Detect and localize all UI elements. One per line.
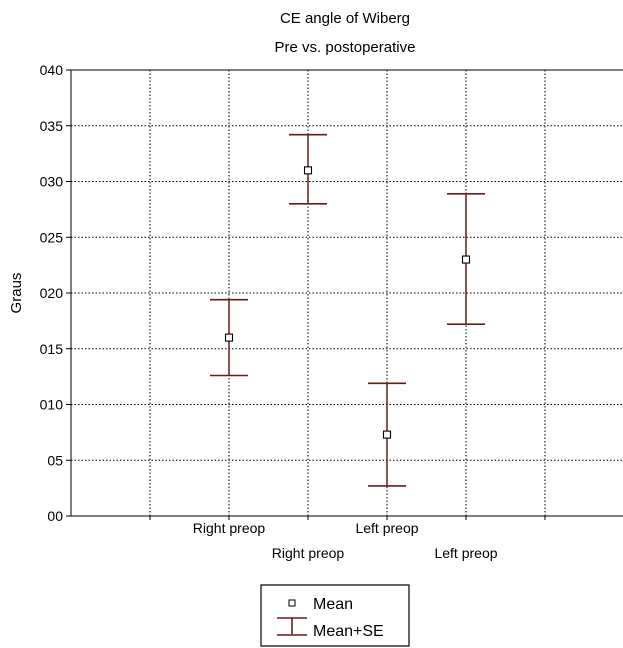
- y-tick-label-0: 00: [47, 508, 63, 524]
- y-axis-ticks: 00 05 010 015 020 025 030 035 040: [40, 62, 546, 524]
- x-axis-labels: Right preop Right preop Left preop Left pre…: [193, 520, 498, 561]
- x-tick-label-3: Left preop: [434, 545, 497, 561]
- error-bar-series: [210, 133, 485, 487]
- legend-se-label: Mean+SE: [313, 623, 384, 640]
- mean-marker-0: [224, 333, 234, 342]
- x-tick-label-0: Right preop: [193, 520, 266, 536]
- legend: Mean Mean+SE: [260, 584, 410, 647]
- plot-frame: [70, 69, 623, 517]
- mean-marker-2: [382, 430, 392, 439]
- legend-mean-marker-icon: [288, 599, 296, 607]
- x-tick-label-2: Left preop: [355, 520, 418, 536]
- y-tick-label-8: 040: [40, 62, 64, 78]
- legend-box: [260, 584, 410, 647]
- x-tick-label-1: Right preop: [272, 545, 345, 561]
- legend-mean-label: Mean: [313, 596, 353, 613]
- y-tick-label-3: 015: [40, 341, 64, 357]
- chart-title: CE angle of Wiberg: [280, 10, 410, 27]
- y-tick-label-4: 020: [40, 285, 64, 301]
- grid: [71, 70, 623, 516]
- y-tick-label-1: 05: [47, 452, 63, 468]
- y-tick-label-7: 035: [40, 118, 64, 134]
- y-tick-label-5: 025: [40, 229, 64, 245]
- mean-marker-1: [303, 166, 313, 175]
- y-axis-label: Graus: [8, 273, 25, 314]
- y-tick-label-6: 030: [40, 174, 64, 190]
- mean-marker-3: [461, 255, 471, 264]
- chart-subtitle: Pre vs. postoperative: [275, 39, 416, 56]
- y-tick-label-2: 010: [40, 397, 64, 413]
